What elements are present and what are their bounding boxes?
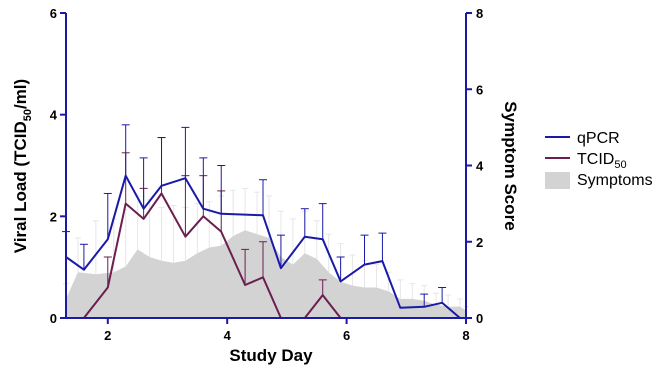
x-tick-label: 6 (343, 328, 350, 343)
y-right-tick-label: 4 (476, 159, 484, 174)
y-left-tick-label: 0 (50, 311, 57, 326)
y-left-tick-label: 2 (50, 209, 57, 224)
y-right-axis-title: Symptom Score (501, 101, 520, 230)
legend: qPCR TCID50 Symptoms (545, 130, 653, 189)
y-right-tick-label: 6 (476, 82, 483, 97)
y-left-tick-label: 6 (50, 6, 57, 21)
y-right-tick-label: 0 (476, 311, 483, 326)
x-tick-label: 2 (104, 328, 111, 343)
x-axis-title: Study Day (229, 346, 313, 365)
x-tick-label: 8 (462, 328, 469, 343)
legend-label-symptoms: Symptoms (577, 172, 653, 189)
y-left-tick-label: 4 (50, 108, 58, 123)
legend-swatch-symptoms (545, 172, 570, 189)
qpcr-line (65, 174, 461, 319)
legend-label-qpcr: qPCR (577, 130, 620, 147)
symptoms-area (66, 230, 466, 318)
x-tick-label: 4 (224, 328, 232, 343)
y-left-axis-title: Viral Load (TCID50/ml) (11, 79, 34, 253)
legend-label-tcid50: TCID50 (577, 151, 627, 171)
y-right-tick-label: 8 (476, 6, 483, 21)
y-right-tick-label: 2 (476, 235, 483, 250)
